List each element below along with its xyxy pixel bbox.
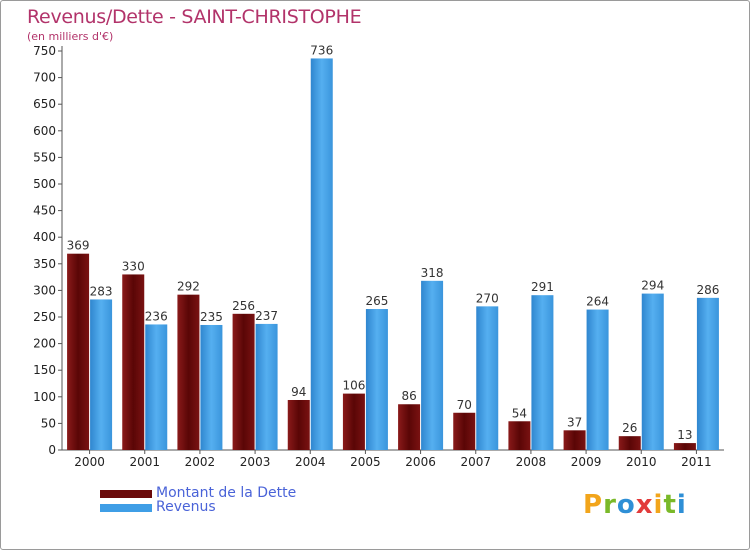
data-label-dette: 13 (677, 428, 692, 442)
bar-dette (122, 274, 145, 450)
bar-revenus (476, 306, 499, 450)
data-label-dette: 106 (342, 379, 365, 393)
legend-swatch-debt (100, 490, 152, 498)
y-tick-label: 50 (41, 416, 56, 430)
y-tick-label: 700 (33, 71, 56, 85)
bar-dette (342, 393, 365, 450)
axes: 0 50 100 150 200 250 300 350 400 450 500 550 600 650 7… (33, 44, 724, 469)
bar-revenus (255, 323, 278, 450)
data-label-dette: 369 (67, 239, 90, 253)
legend-label-revenus: Revenus (156, 499, 216, 515)
bar-dette (453, 412, 476, 450)
y-tick-label: 100 (33, 390, 56, 404)
data-label-revenus: 283 (90, 284, 113, 298)
y-tick-label: 0 (48, 443, 56, 457)
logo-letter: o (616, 490, 636, 520)
data-label-dette: 330 (122, 259, 145, 273)
proxiti-logo: Proxiti (583, 490, 687, 520)
data-label-dette: 26 (622, 421, 637, 435)
data-label-dette: 94 (291, 385, 306, 399)
logo-letter: i (653, 490, 664, 520)
bar-revenus (310, 58, 333, 451)
x-tick-label: 2007 (460, 455, 491, 469)
data-label-revenus: 235 (200, 310, 223, 324)
bar-dette (177, 294, 200, 450)
data-label-dette: 86 (401, 389, 416, 403)
bar-dette (673, 443, 696, 450)
logo-letter: i (676, 490, 687, 520)
y-tick-label: 250 (33, 310, 56, 324)
legend-swatch-revenus (100, 504, 152, 512)
bar-revenus (531, 295, 554, 450)
bar-dette (287, 399, 310, 450)
x-tick-label: 2004 (295, 455, 326, 469)
y-tick-label: 300 (33, 283, 56, 297)
bar-revenus (145, 324, 168, 450)
x-tick-label: 2000 (74, 455, 105, 469)
data-label-revenus: 237 (255, 309, 278, 323)
data-label-dette: 70 (457, 398, 472, 412)
bars (67, 58, 719, 451)
chart-title: Revenus/Dette - SAINT-CHRISTOPHE (27, 6, 362, 28)
data-label-revenus: 736 (310, 43, 333, 57)
data-label-dette: 54 (512, 406, 527, 420)
data-label-revenus: 236 (145, 309, 168, 323)
x-tick-label: 2006 (405, 455, 436, 469)
bar-dette (563, 430, 586, 450)
y-tick-label: 400 (33, 230, 56, 244)
logo-letter: r (603, 490, 617, 520)
data-label-revenus: 286 (696, 283, 719, 297)
bar-revenus (641, 293, 664, 450)
y-tick-label: 450 (33, 204, 56, 218)
y-tick-label: 650 (33, 97, 56, 111)
bar-revenus (200, 324, 223, 450)
legend-item-revenus: Revenus (100, 499, 216, 515)
y-tick-label: 600 (33, 124, 56, 138)
data-label-dette: 292 (177, 280, 200, 294)
x-tick-label: 2005 (350, 455, 381, 469)
data-label-revenus: 294 (641, 279, 664, 293)
bar-revenus (421, 280, 444, 450)
bar-dette (508, 421, 531, 450)
bar-revenus (586, 309, 609, 450)
legend-item-debt: Montant de la Dette (100, 485, 297, 501)
data-label-revenus: 270 (476, 291, 499, 305)
data-label-revenus: 291 (531, 280, 554, 294)
bar-dette (398, 404, 421, 450)
y-tick-label: 750 (33, 44, 56, 58)
bar-dette (618, 436, 641, 450)
data-label-revenus: 265 (365, 294, 388, 308)
bar-dette (67, 253, 90, 450)
chart-subtitle: (en milliers d'€) (27, 30, 114, 43)
x-tick-label: 2011 (681, 455, 712, 469)
x-tick-label: 2001 (129, 455, 160, 469)
data-label-dette: 256 (232, 299, 255, 313)
legend-label-debt: Montant de la Dette (156, 485, 297, 501)
y-tick-label: 550 (33, 150, 56, 164)
data-label-revenus: 264 (586, 295, 609, 309)
bar-revenus (696, 297, 719, 450)
x-tick-label: 2009 (571, 455, 602, 469)
data-label-dette: 37 (567, 415, 582, 429)
x-tick-label: 2008 (516, 455, 547, 469)
bar-dette (232, 313, 255, 450)
logo-letter: P (583, 490, 604, 520)
logo-letter: t (663, 490, 677, 520)
logo-letter: x (635, 490, 654, 520)
y-tick-label: 200 (33, 337, 56, 351)
y-tick-label: 500 (33, 177, 56, 191)
x-tick-label: 2002 (185, 455, 216, 469)
bar-revenus (365, 309, 388, 450)
bar-revenus (90, 299, 113, 450)
x-tick-label: 2010 (626, 455, 657, 469)
data-label-revenus: 318 (421, 266, 444, 280)
y-tick-label: 150 (33, 363, 56, 377)
x-tick-label: 2003 (240, 455, 271, 469)
y-tick-label: 350 (33, 257, 56, 271)
